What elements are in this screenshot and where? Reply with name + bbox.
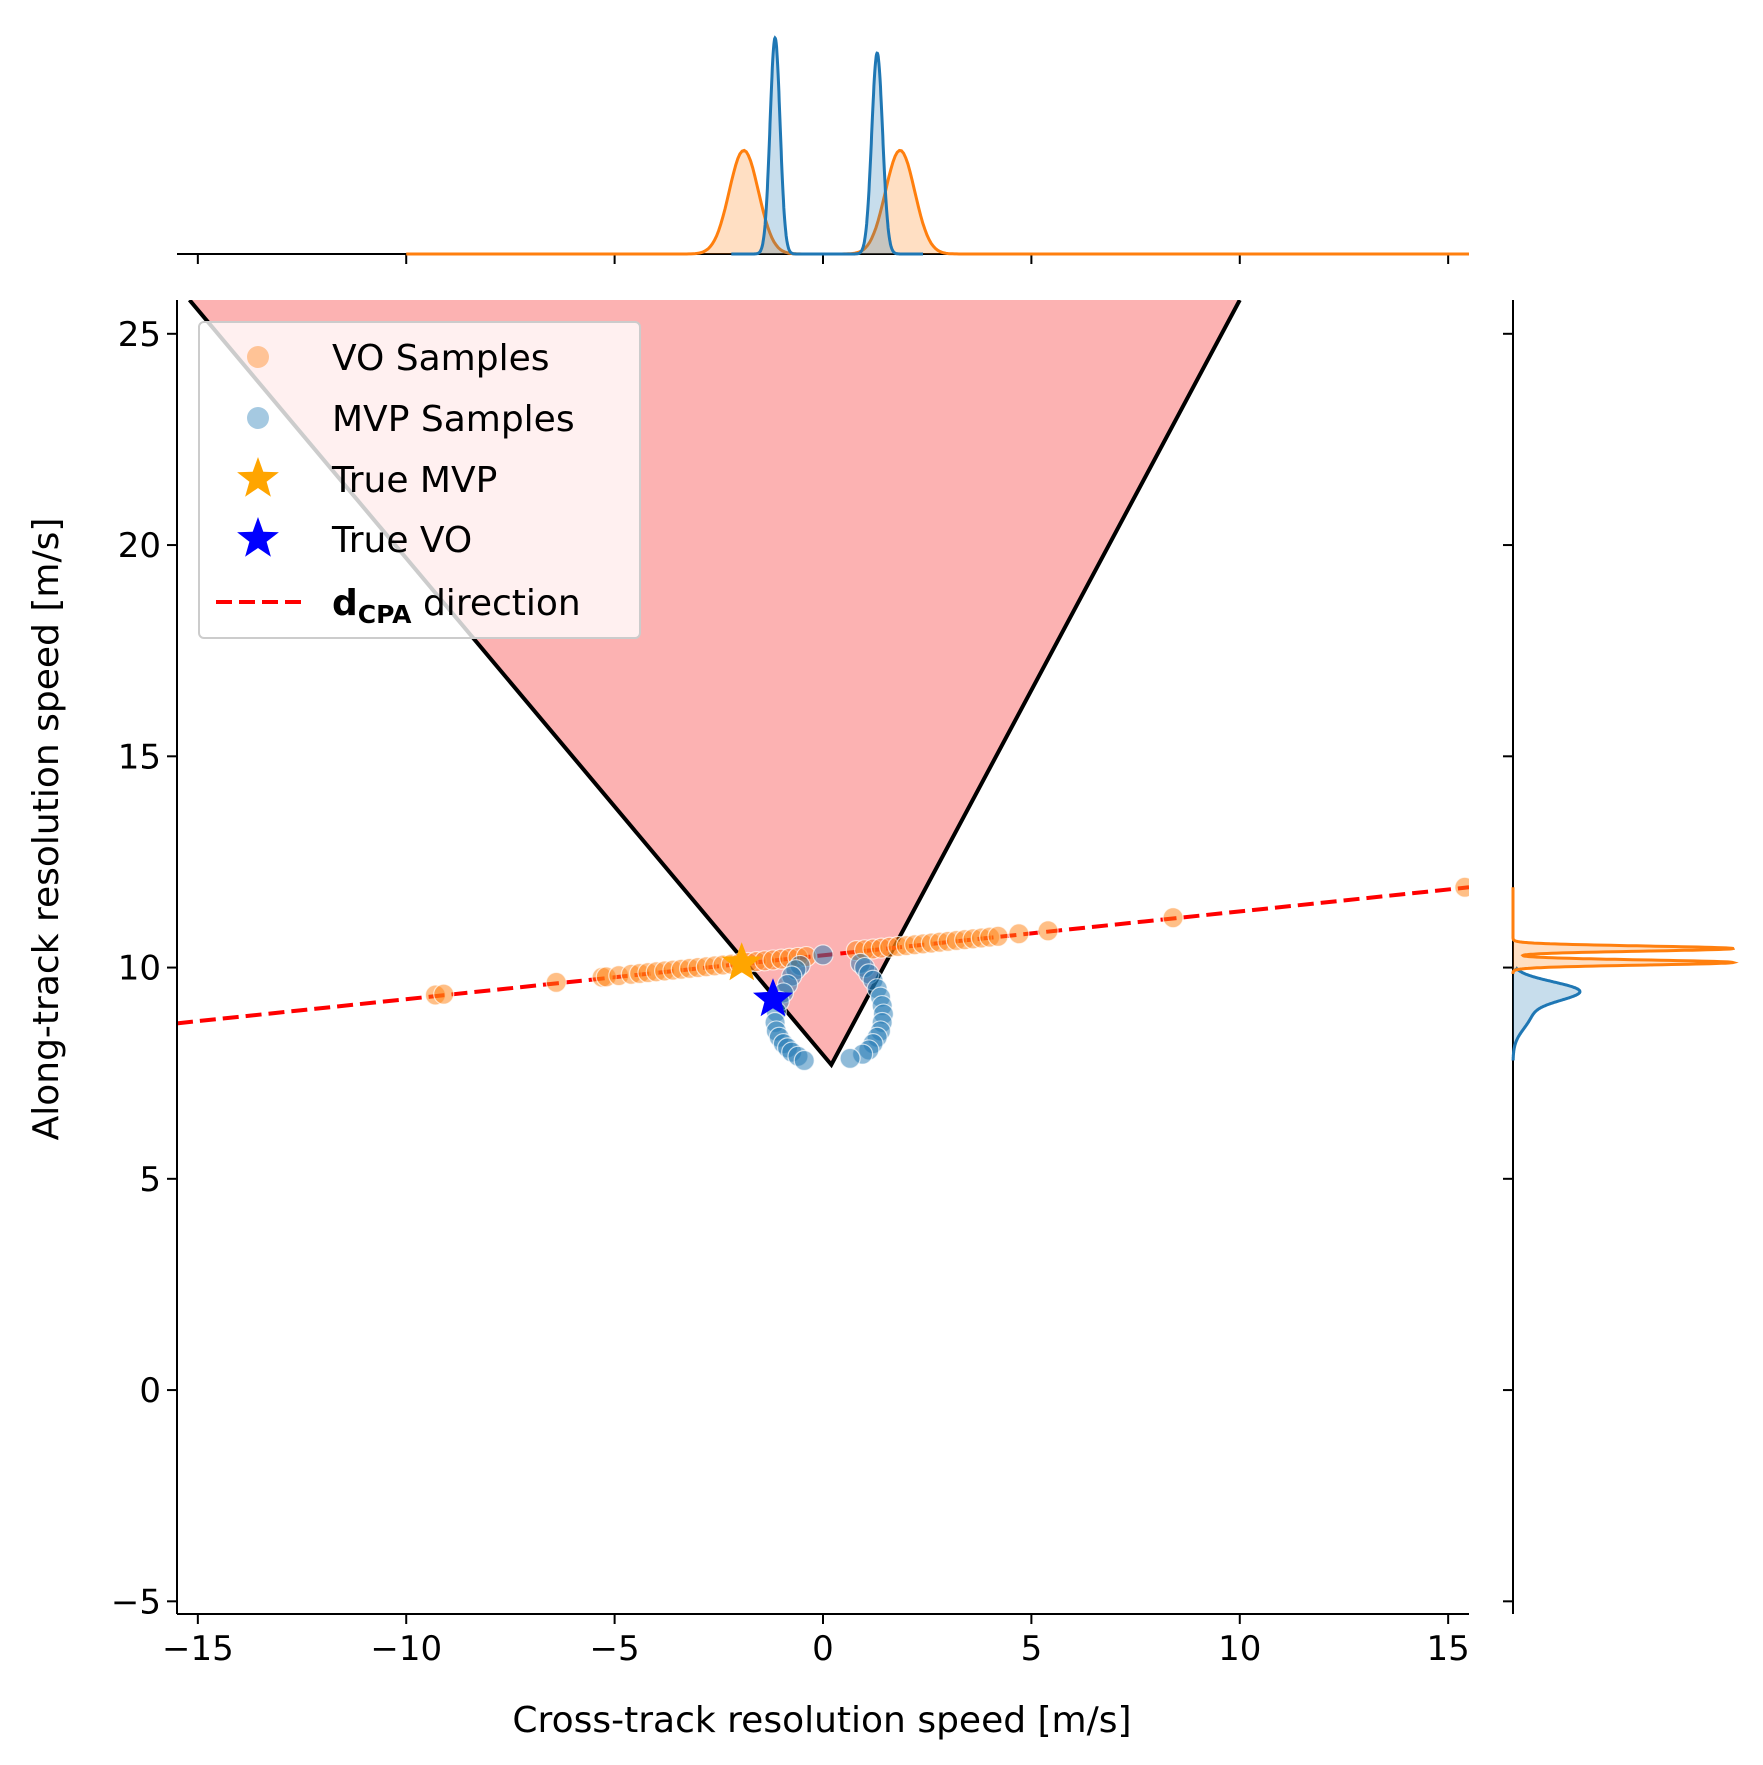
x-tick-label: 15 — [1427, 1629, 1470, 1669]
legend-box — [198, 321, 641, 639]
mvp-y-density-fill — [1513, 967, 1580, 1061]
legend-label: dCPA direction — [332, 583, 581, 629]
x-axis-label: Cross-track resolution speed [m/s] — [512, 1700, 1131, 1741]
legend-label: MVP Samples — [332, 399, 575, 440]
x-tick-label: 0 — [812, 1629, 834, 1669]
legend: VO Samples MVP Samples True MVP True VO dCPA… — [198, 321, 641, 639]
x-tick-label: 10 — [1218, 1629, 1261, 1669]
y-tick-label: 25 — [118, 315, 161, 355]
x-tick-label: −10 — [370, 1629, 442, 1669]
legend-label: True VO — [331, 520, 472, 561]
x-tick-label: −15 — [162, 1629, 234, 1669]
mvp-sample-point — [793, 1049, 815, 1072]
vo-y-density-curve — [1511, 887, 1739, 975]
mvp-x-density-curve — [731, 35, 923, 256]
vo-sample-point — [1008, 923, 1030, 945]
top-marginal-density — [177, 35, 1470, 264]
vo-sample-point — [1162, 907, 1184, 929]
true-vo-star — [753, 978, 793, 1017]
legend-label: VO Samples — [332, 338, 550, 379]
mvp-y-density-curve — [1511, 966, 1582, 1061]
vo-sample-point — [1454, 876, 1469, 898]
legend-star-marker — [237, 457, 279, 497]
y-tick-label: 10 — [118, 949, 161, 989]
vo-sample-point — [545, 971, 567, 993]
legend-label: True MVP — [331, 460, 497, 501]
mvp-sample-point — [812, 944, 834, 966]
legend-marker — [247, 346, 269, 368]
vo-x-density-fill — [406, 150, 1470, 254]
sample-points — [424, 876, 1469, 1072]
legend-star-marker — [237, 517, 279, 557]
y-tick-label: 5 — [139, 1160, 161, 1200]
y-tick-label: 0 — [139, 1371, 161, 1411]
legend-marker — [247, 407, 269, 429]
y-tick-label: 20 — [118, 526, 161, 566]
vo-sample-point — [1037, 920, 1059, 942]
vo-sample-point — [433, 983, 455, 1005]
y-tick-label: −5 — [111, 1582, 161, 1622]
main-axes: −15 −10 −5 0 5 10 15 −5 0 5 10 15 20 25 — [111, 300, 1470, 1669]
true-markers — [721, 942, 793, 1017]
x-tick-label: 5 — [1021, 1629, 1043, 1669]
vo-sample-point — [987, 925, 1009, 947]
true-mvp-star — [721, 942, 762, 981]
y-axis-label: Along-track resolution speed [m/s] — [26, 518, 67, 1141]
right-marginal-density — [1503, 300, 1739, 1614]
x-tick-label: −5 — [590, 1629, 640, 1669]
y-tick-label: 15 — [118, 737, 161, 777]
mvp-sample-point — [839, 1047, 861, 1070]
vo-x-density-curve — [406, 148, 1469, 256]
